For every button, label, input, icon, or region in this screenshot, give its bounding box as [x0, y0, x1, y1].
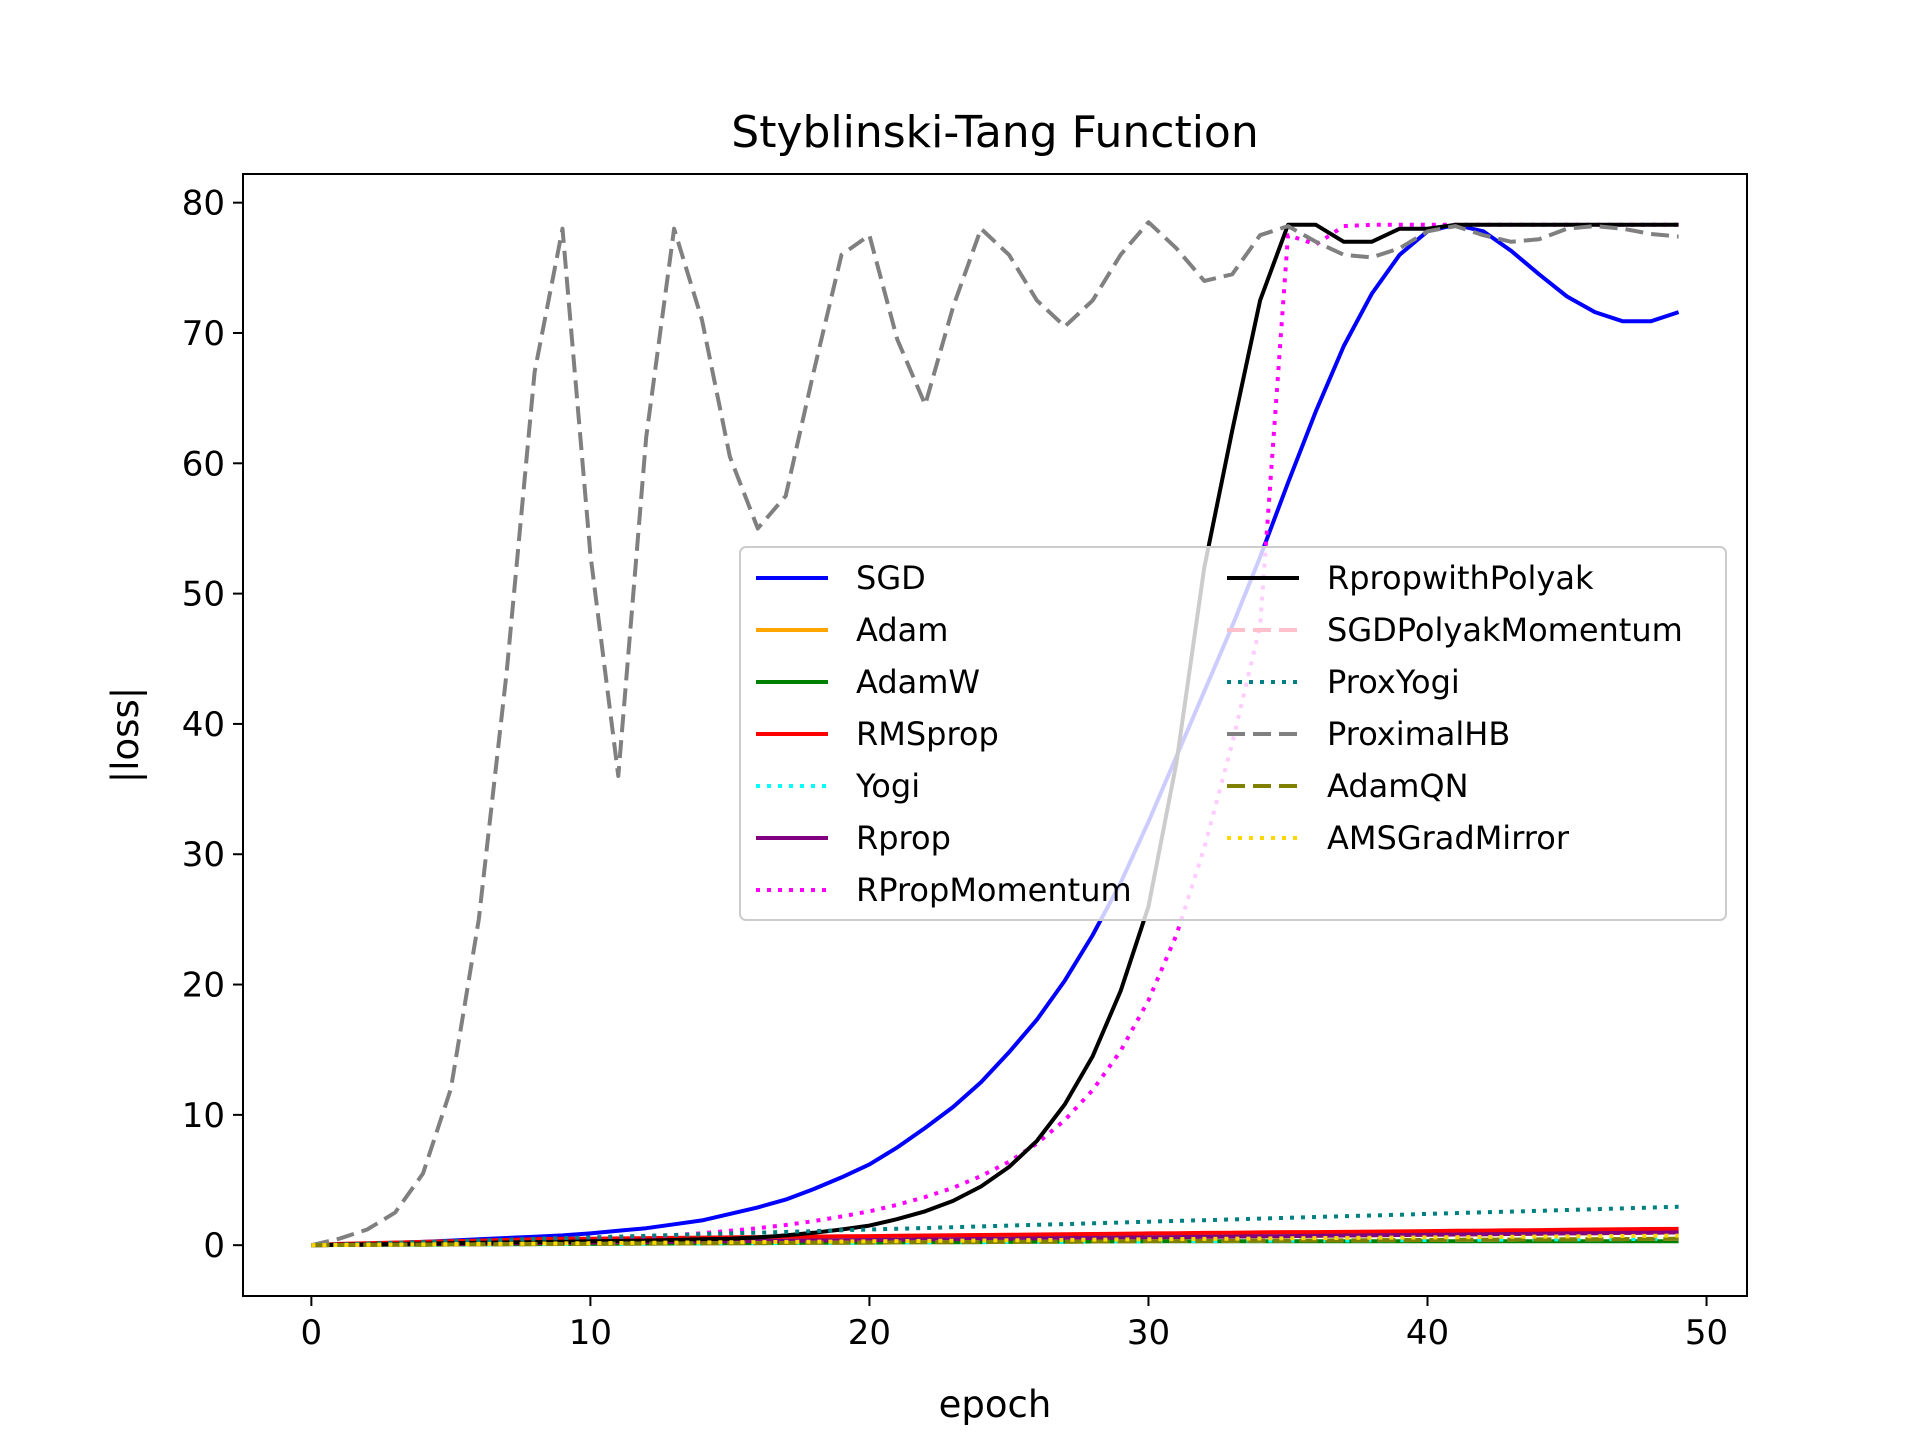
y-axis-label: |loss| [104, 687, 147, 783]
legend-label-rpropmomentum: RPropMomentum [856, 871, 1132, 909]
series-line-proxyogi [311, 1204, 1679, 1248]
y-tick-label: 0 [203, 1226, 225, 1266]
legend-label-adamw: AdamW [856, 663, 980, 701]
legend-label-sgd: SGD [856, 559, 926, 597]
y-tick-label: 60 [182, 444, 225, 484]
y-tick-label: 70 [182, 314, 225, 354]
legend: SGD Adam AdamW RMSprop Yogi Rprop RPropMomentu… [739, 546, 1727, 921]
x-tick-label: 40 [1406, 1313, 1449, 1353]
series-layer [310, 220, 1680, 1248]
x-tick-label: 30 [1127, 1313, 1170, 1353]
y-tick-label: 20 [182, 966, 225, 1006]
legend-label-yogi: Yogi [855, 767, 920, 805]
plot-frame [242, 173, 1748, 1297]
legend-label-proximalhb: ProximalHB [1327, 715, 1510, 753]
y-tick-label: 10 [182, 1096, 225, 1136]
x-tick-label: 20 [848, 1313, 891, 1353]
y-tick-label: 40 [182, 705, 225, 745]
series-line-proximalhb [310, 220, 1679, 1248]
series-line-amsgradmirror [311, 1233, 1679, 1248]
legend-label-adamqn: AdamQN [1327, 767, 1469, 805]
x-axis: 0 10 20 30 40 50 [301, 1296, 1728, 1353]
y-tick-label: 30 [182, 835, 225, 875]
x-tick-label: 0 [301, 1313, 323, 1353]
y-axis: 0 10 20 30 40 50 60 70 80 [182, 184, 243, 1266]
legend-label-amsgradmirror: AMSGradMirror [1327, 819, 1570, 857]
legend-label-adam: Adam [856, 611, 948, 649]
legend-label-rpropwithpolyak: RpropwithPolyak [1327, 559, 1594, 597]
y-tick-label: 50 [182, 575, 225, 615]
x-axis-label: epoch [939, 1383, 1052, 1426]
legend-label-rmsprop: RMSprop [856, 715, 999, 753]
legend-label-rprop: Rprop [856, 819, 951, 857]
legend-label-proxyogi: ProxYogi [1327, 663, 1460, 701]
y-tick-label: 80 [182, 184, 225, 224]
legend-label-sgdpolyakmomentum: SGDPolyakMomentum [1327, 611, 1683, 649]
chart-title: Styblinski-Tang Function [731, 107, 1258, 158]
x-tick-label: 50 [1685, 1313, 1728, 1353]
series-line-rmsprop [311, 1226, 1679, 1248]
x-tick-label: 10 [569, 1313, 612, 1353]
